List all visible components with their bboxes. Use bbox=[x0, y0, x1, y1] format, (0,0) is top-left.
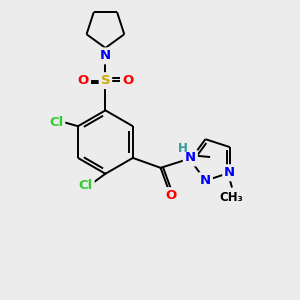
Text: N: N bbox=[224, 166, 235, 179]
Text: N: N bbox=[200, 174, 211, 187]
Text: N: N bbox=[185, 152, 196, 164]
Text: O: O bbox=[123, 74, 134, 87]
Text: O: O bbox=[165, 189, 176, 202]
Text: H: H bbox=[178, 142, 187, 154]
Text: Cl: Cl bbox=[49, 116, 63, 129]
Text: Cl: Cl bbox=[79, 179, 93, 192]
Text: CH₃: CH₃ bbox=[220, 191, 244, 204]
Text: O: O bbox=[77, 74, 88, 87]
Text: S: S bbox=[100, 74, 110, 87]
Text: N: N bbox=[100, 50, 111, 62]
